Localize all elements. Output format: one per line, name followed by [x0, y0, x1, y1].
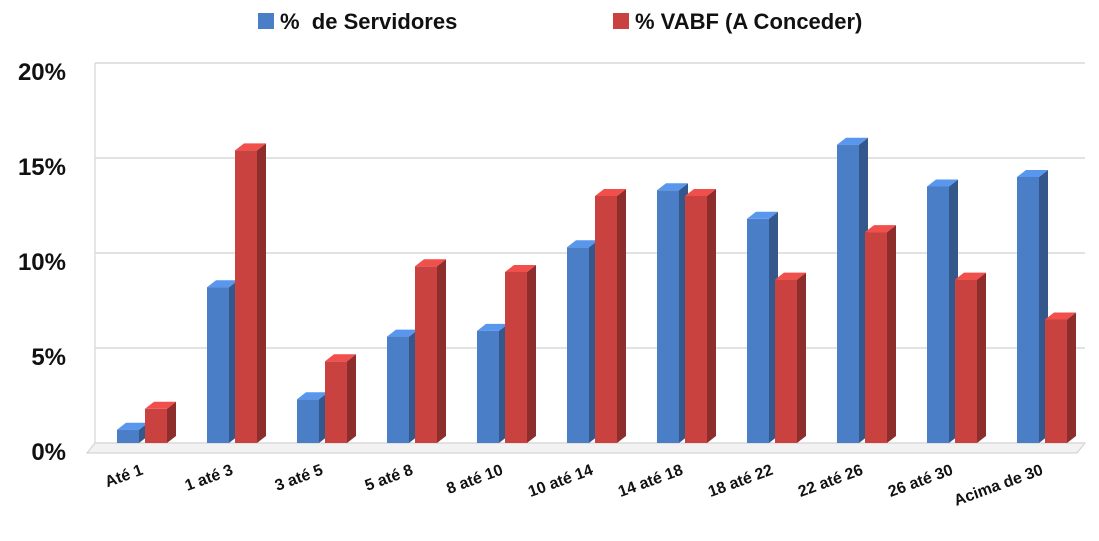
bar [567, 240, 598, 443]
bar-top [297, 392, 328, 400]
bar-top [927, 179, 958, 187]
legend-swatch [613, 13, 629, 29]
bar-top [1045, 312, 1076, 320]
x-tick-label: 8 até 10 [444, 462, 505, 498]
bar [415, 259, 446, 443]
bar [747, 211, 778, 443]
bar-front [1017, 177, 1039, 443]
bar-front [747, 218, 769, 443]
legend-label: % VABF (A Conceder) [635, 9, 862, 34]
bar-front [325, 361, 347, 443]
bar [387, 329, 418, 443]
bar [775, 272, 806, 443]
y-tick-label: 20% [18, 59, 66, 86]
bar [117, 422, 148, 443]
x-tick-label: 18 até 22 [706, 462, 775, 501]
bar-front [505, 272, 527, 443]
bar [955, 272, 986, 443]
bar-top [387, 329, 418, 337]
bar [595, 189, 626, 443]
bar-side [527, 265, 536, 443]
bar-front [595, 196, 617, 443]
x-tick-label: 1 até 3 [183, 462, 236, 495]
bar [1017, 170, 1048, 443]
bar-top [117, 422, 148, 430]
bar-top [595, 189, 626, 196]
x-tick-label: 26 até 30 [886, 462, 955, 501]
bar-side [1067, 312, 1076, 443]
bar-top [955, 272, 986, 280]
bar-top [837, 137, 868, 145]
bar-top [145, 401, 176, 409]
bar [657, 183, 688, 444]
bar-top [235, 143, 266, 151]
bar-top [865, 225, 896, 233]
bar-front [927, 186, 949, 443]
bar-front [387, 336, 409, 443]
bar-front [415, 266, 437, 443]
bar-front [207, 287, 229, 443]
bar [477, 323, 508, 443]
bar [505, 265, 536, 443]
legend-swatch [258, 13, 274, 29]
bar-side [257, 143, 266, 443]
bar-front [145, 408, 167, 443]
bar-top [747, 211, 778, 219]
bar-front [567, 247, 589, 443]
x-tick-label: 3 até 5 [273, 462, 326, 495]
bar-top [657, 183, 688, 191]
bar [297, 392, 328, 443]
bar-front [477, 330, 499, 443]
x-tick-label: 14 até 18 [616, 462, 685, 501]
bar-front [235, 150, 257, 443]
bar-top [775, 272, 806, 280]
bar [927, 179, 958, 443]
bar-side [617, 189, 626, 443]
bar-side [167, 401, 176, 443]
bar-front [685, 196, 707, 443]
bar-side [347, 354, 356, 443]
x-tick-label: Acima de 30 [952, 462, 1046, 510]
bar-front [1045, 319, 1067, 443]
floor [85, 442, 1087, 454]
x-tick-label: 22 até 26 [796, 462, 865, 501]
bar-top [325, 354, 356, 362]
y-tick-label: 15% [18, 154, 66, 181]
bar-side [707, 189, 716, 443]
bar-front [865, 232, 887, 443]
y-tick-label: 10% [18, 249, 66, 276]
legend-label: % de Servidores [280, 9, 457, 34]
bar [145, 401, 176, 443]
bar-front [657, 190, 679, 443]
bar-front [297, 399, 319, 443]
bar-top [567, 240, 598, 248]
bar-side [437, 259, 446, 443]
bar [865, 225, 896, 443]
bar-front [837, 144, 859, 443]
bar [235, 143, 266, 443]
y-tick-label: 5% [31, 344, 66, 371]
bar-side [977, 272, 986, 443]
bar-top [415, 259, 446, 267]
bar [837, 137, 868, 443]
x-tick-label: Até 1 [103, 462, 146, 491]
bar-front [117, 429, 139, 443]
bar-top [505, 265, 536, 272]
bar-front [775, 279, 797, 443]
bar-front [955, 279, 977, 443]
bar-top [207, 280, 238, 288]
bar [1045, 312, 1076, 443]
bar-side [797, 272, 806, 443]
bar-top [477, 323, 508, 331]
bar [207, 280, 238, 443]
x-tick-label: 5 até 8 [363, 462, 416, 495]
bar-top [1017, 170, 1048, 177]
bar [685, 189, 716, 443]
bar [325, 354, 356, 443]
bar-top [685, 189, 716, 196]
bar-side [887, 225, 896, 443]
y-tick-label: 0% [31, 439, 66, 466]
x-tick-label: 10 até 14 [526, 462, 595, 501]
